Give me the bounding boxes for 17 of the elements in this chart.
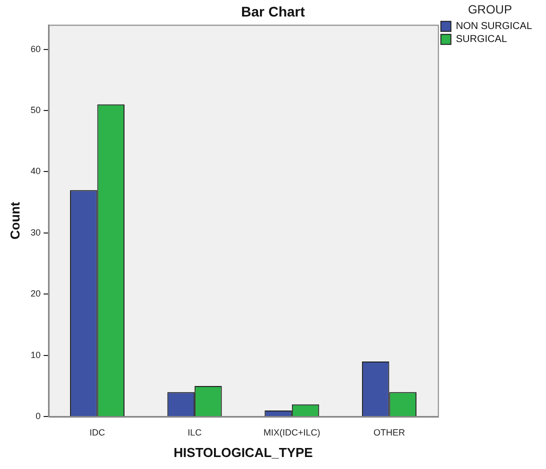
x-tick-label: MIX(IDC+ILC) xyxy=(264,427,320,438)
y-tick-label: 40 xyxy=(30,166,41,176)
y-tick-label: 60 xyxy=(30,44,41,54)
y-axis-title: Count xyxy=(7,201,22,240)
x-tick-label: IDC xyxy=(90,427,106,438)
legend-label: NON SURGICAL xyxy=(456,21,532,32)
y-tick-label: 10 xyxy=(30,350,41,360)
legend-title: GROUP xyxy=(468,2,512,16)
x-tick-label: OTHER xyxy=(373,427,406,438)
legend-label: SURGICAL xyxy=(456,34,508,46)
chart-title: Bar Chart xyxy=(241,3,306,20)
y-tick-label: 50 xyxy=(30,104,41,115)
x-axis-title: HISTOLOGICAL_TYPE xyxy=(174,444,314,460)
y-tick-label: 0 xyxy=(36,411,41,422)
x-tick-label: ILC xyxy=(188,427,202,438)
y-tick-label: 20 xyxy=(30,288,41,299)
y-tick-label: 30 xyxy=(30,227,41,238)
